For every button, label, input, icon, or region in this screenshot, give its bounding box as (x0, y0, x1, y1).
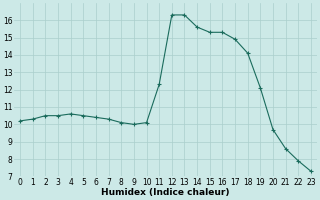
X-axis label: Humidex (Indice chaleur): Humidex (Indice chaleur) (101, 188, 230, 197)
